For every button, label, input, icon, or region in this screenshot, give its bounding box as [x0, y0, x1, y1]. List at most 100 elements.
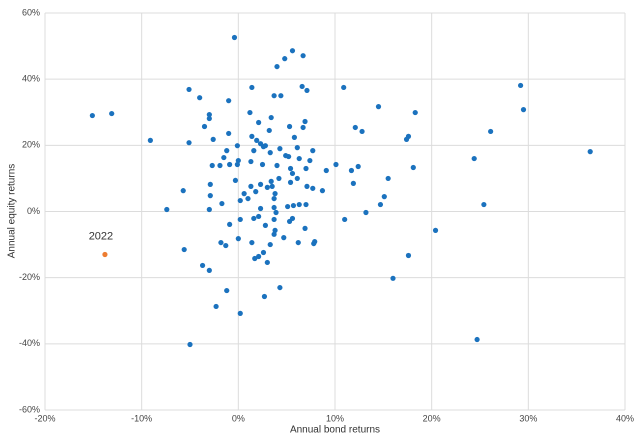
scatter-point [285, 203, 291, 210]
scatter-point [235, 157, 241, 164]
scatter-point [262, 143, 268, 149]
scatter-point [363, 209, 369, 216]
scatter-point [261, 293, 268, 300]
scatter-point [287, 165, 294, 172]
scatter-point [271, 93, 277, 99]
scatter-point [296, 155, 302, 162]
scatter-point [269, 183, 275, 189]
scatter-point [268, 178, 274, 184]
scatter-point [272, 227, 278, 233]
x-tick-label: 20% [423, 413, 441, 423]
scatter-point [300, 53, 306, 59]
scatter-point [249, 239, 255, 246]
scatter-point [232, 177, 239, 184]
scatter-point [390, 275, 396, 281]
scatter-point [299, 83, 305, 90]
scatter-point [304, 87, 310, 94]
scatter-point [264, 259, 270, 266]
scatter-point [481, 201, 487, 208]
scatter-point [410, 164, 416, 171]
scatter-point [251, 215, 257, 222]
scatter-point [286, 123, 293, 130]
scatter-point [375, 104, 382, 110]
scatter-point [234, 161, 240, 168]
scatter-point [262, 222, 268, 228]
scatter-point [224, 148, 230, 154]
scatter-point [186, 86, 192, 93]
scatter-point [274, 63, 280, 70]
scatter-point [253, 189, 259, 195]
scatter-point [282, 56, 288, 62]
scatter-point [268, 114, 274, 121]
scatter-point [352, 124, 358, 131]
scatter-point [249, 133, 255, 140]
scatter-point [342, 216, 348, 223]
scatter-point [219, 200, 225, 207]
scatter-point [218, 239, 224, 246]
scatter-point [247, 109, 253, 116]
scatter-point [217, 162, 223, 169]
scatter-point [267, 241, 273, 248]
scatter-point [295, 239, 301, 246]
scatter-point [251, 148, 257, 154]
scatter-point [302, 225, 308, 231]
scatter-point [300, 124, 306, 131]
scatter-point [385, 175, 391, 182]
scatter-point [259, 161, 266, 168]
scatter-point [520, 107, 527, 113]
y-axis-title: Annual equity returns [7, 164, 18, 259]
x-tick-label: -10% [131, 413, 152, 423]
scatter-point [271, 231, 277, 237]
scatter-point [341, 84, 347, 91]
scatter-point [223, 242, 229, 249]
scatter-point [206, 267, 212, 273]
scatter-point [187, 341, 193, 348]
scatter-point [348, 167, 355, 174]
scatter-point [180, 188, 186, 194]
scatter-point [206, 115, 212, 122]
scatter-point [237, 197, 243, 204]
y-tick-label: 40% [22, 74, 40, 84]
scatter-point [302, 118, 308, 125]
scatter-point [303, 201, 309, 208]
scatter-point [307, 157, 313, 164]
scatter-point [252, 255, 258, 262]
scatter-point [278, 93, 284, 99]
scatter-point [256, 119, 262, 126]
scatter-point [488, 128, 494, 135]
scatter-point [245, 195, 251, 202]
scatter-point [181, 246, 187, 253]
y-tick-label: -20% [19, 272, 40, 282]
scatter-point [359, 128, 365, 135]
scatter-point [210, 136, 216, 142]
scatter-point [286, 218, 293, 225]
scatter-point [412, 109, 418, 116]
x-tick-label: -20% [34, 413, 55, 423]
scatter-point [303, 165, 309, 172]
scatter-point [310, 148, 316, 154]
x-tick-label: 40% [616, 413, 634, 423]
scatter-point [264, 184, 270, 190]
scatter-point [286, 153, 292, 160]
scatter-point [289, 48, 296, 54]
scatter-point [272, 191, 278, 197]
scatter-point [281, 235, 287, 241]
scatter-point [207, 193, 213, 199]
scatter-point [231, 34, 238, 41]
scatter-point [474, 336, 480, 343]
scatter-point [102, 251, 108, 258]
scatter-point [206, 206, 212, 213]
scatter-point [271, 195, 277, 202]
scatter-point [197, 95, 203, 101]
scatter-point [290, 202, 297, 209]
scatter-point [432, 227, 439, 233]
y-tick-label: 20% [22, 140, 40, 150]
scatter-point [226, 98, 232, 104]
scatter-point [289, 170, 296, 177]
scatter-point [291, 134, 297, 140]
scatter-point [296, 201, 302, 208]
scatter-point [213, 303, 219, 310]
scatter-point [164, 206, 170, 213]
scatter-point [199, 262, 206, 269]
scatter-point [310, 185, 316, 191]
